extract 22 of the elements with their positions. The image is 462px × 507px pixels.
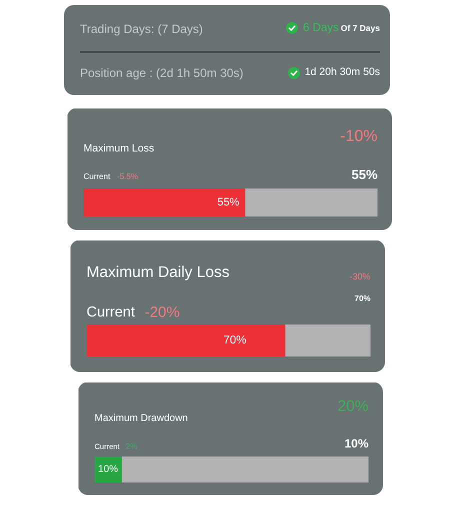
text: -5.5%: [117, 172, 138, 181]
text: Position age : (2d 1h 50m 30s): [80, 65, 244, 82]
text: 20%: [337, 398, 369, 415]
data-label: 70%: [223, 334, 246, 346]
text: Of 7 Days: [340, 22, 380, 34]
text: Current: [84, 172, 111, 181]
data-label: 10%: [98, 464, 118, 475]
text: -10%: [340, 128, 378, 145]
text: 55%: [351, 167, 378, 182]
text: 2%: [126, 442, 138, 451]
chart-title: Maximum Drawdown: [94, 413, 188, 424]
text: 70%: [354, 294, 371, 303]
text: 6 Days: [302, 21, 339, 36]
text: Current: [86, 304, 135, 320]
chart-title: Maximum Loss: [84, 142, 154, 154]
text: -20%: [144, 304, 180, 321]
text: -30%: [349, 272, 371, 282]
text: Trading Days: (7 Days): [80, 21, 203, 38]
text: 10%: [344, 436, 369, 450]
text: 1d 20h 30m 50s: [304, 65, 380, 80]
chart-title: Maximum Daily Loss: [86, 264, 230, 281]
data-label: 55%: [217, 196, 240, 208]
